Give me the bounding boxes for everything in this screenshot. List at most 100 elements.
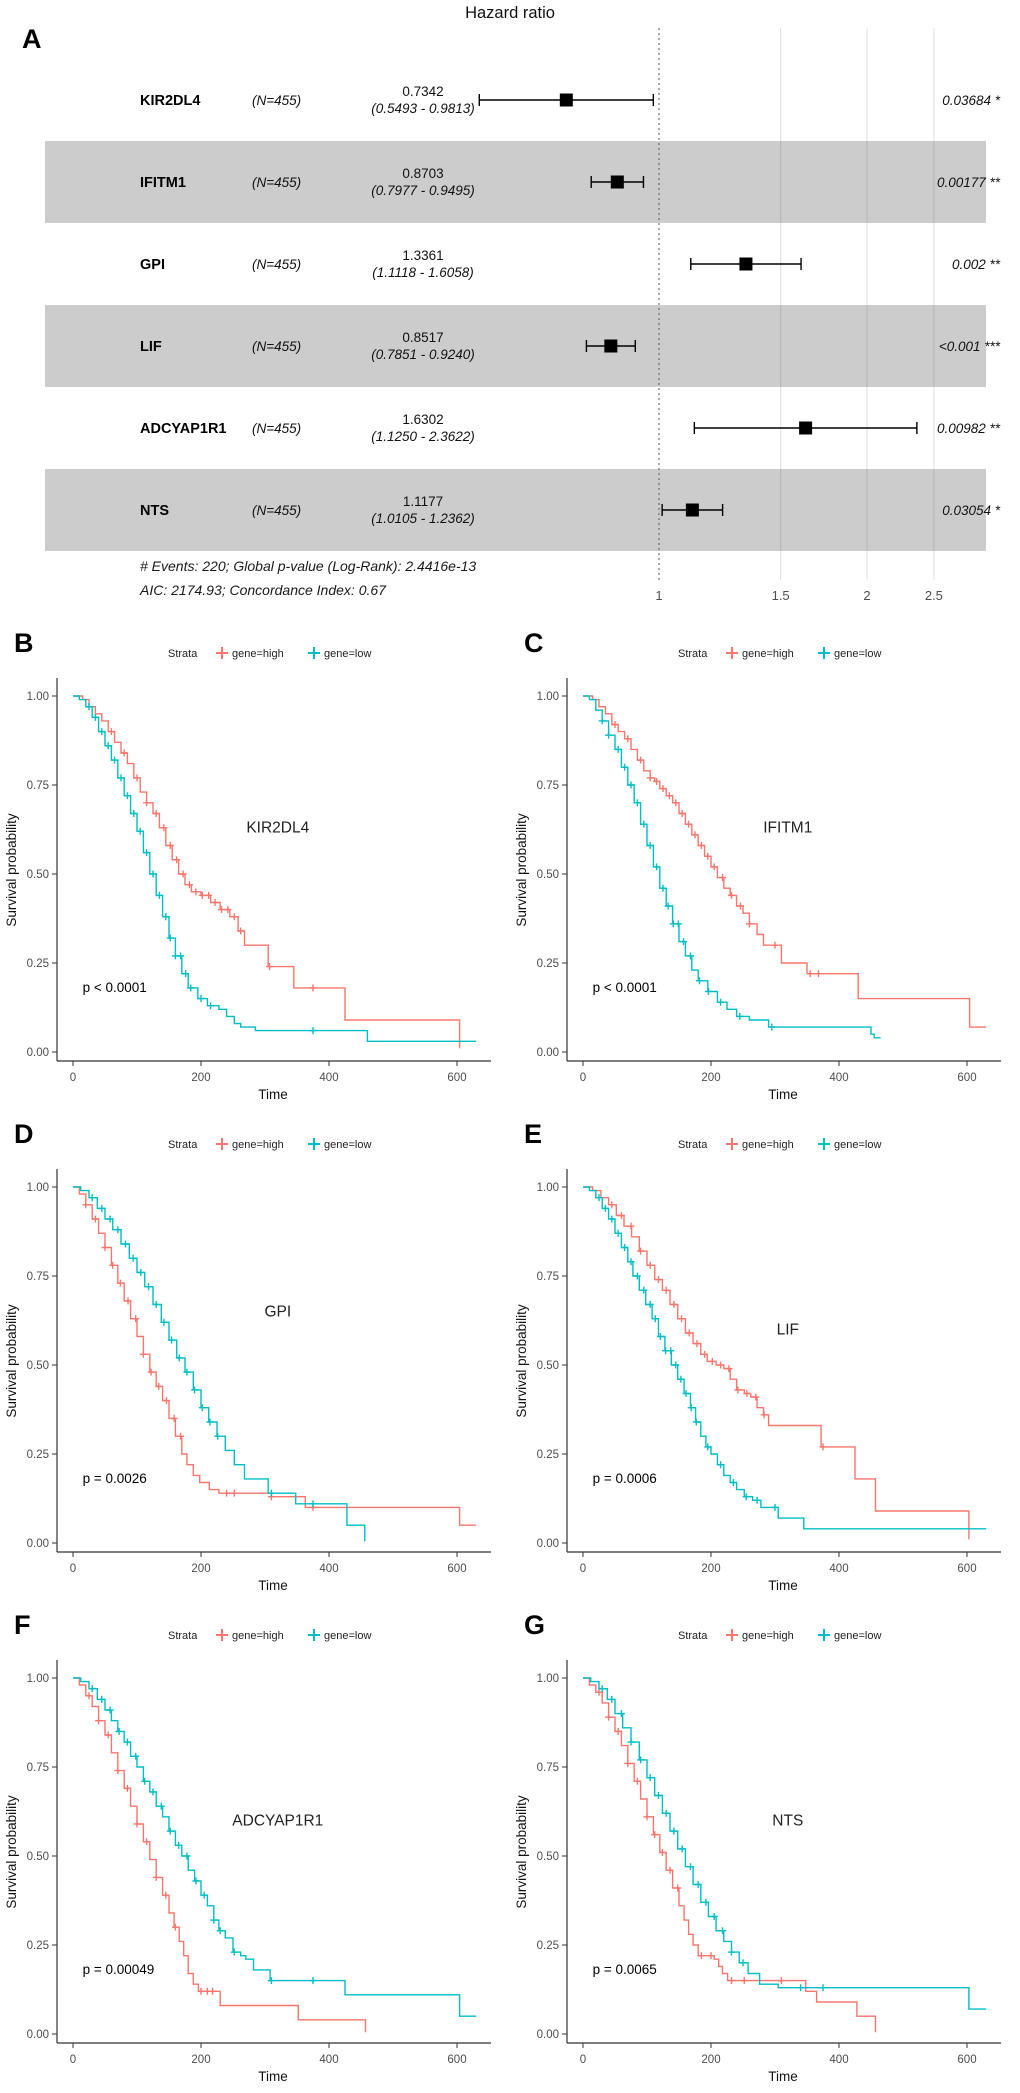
forest-row-band [45, 141, 986, 223]
gene-label: KIR2DL4 [140, 93, 200, 109]
km-curve-gene=low [73, 1186, 366, 1542]
y-axis-title: Survival probability [514, 813, 529, 927]
km-axes: 1.00 0.75 0.50 0.25 0.00 0 200 400 600 Time Surviv… [514, 678, 1001, 1102]
x-tick-label: 200 [701, 1072, 720, 1084]
y-tick-label: 0.00 [27, 1047, 49, 1059]
km-censor-marks-gene=low [88, 1194, 317, 1508]
km-censor-marks-gene=high [107, 728, 317, 992]
km-axes: 1.00 0.75 0.50 0.25 0.00 0 200 400 600 Time Surviv… [514, 1169, 1001, 1593]
x-tick-label: 600 [957, 1072, 976, 1084]
x-tick-label: 400 [829, 2054, 848, 2066]
x-tick-label: 200 [191, 1072, 210, 1084]
y-tick-label: 0.25 [27, 958, 49, 970]
y-tick-label: 0.25 [27, 1449, 49, 1461]
km-curve-gene=high [73, 695, 461, 1049]
y-tick-label: 0.50 [27, 1360, 49, 1372]
x-tick-label: 0 [580, 1563, 586, 1575]
forest-row-band [45, 305, 986, 387]
hr-value: 1.3361 [402, 248, 443, 263]
legend-title: Strata [678, 1139, 708, 1151]
legend-entry-label: gene=low [834, 648, 881, 660]
km-gene-title: GPI [264, 1304, 291, 1321]
x-tick-label: 400 [319, 1563, 338, 1575]
n-label: (N=455) [252, 93, 301, 108]
y-tick-label: 1.00 [27, 691, 49, 703]
legend-entry-label: gene=high [742, 1139, 794, 1151]
forest-plot-svg: 1 1.5 2 2.5 KIR2DL4 (N=455) 0.7342 (0.5493 - 0.… [45, 28, 1001, 603]
legend-entry-label: gene=high [232, 648, 284, 660]
forest-row-band [45, 469, 986, 551]
legend-entry-label: gene=high [232, 1139, 284, 1151]
hr-point-marker [604, 339, 618, 353]
ci-value: (1.1250 - 2.3622) [371, 429, 475, 444]
hr-value: 1.1177 [403, 494, 443, 509]
x-tick-label: 200 [701, 2054, 720, 2066]
y-tick-label: 0.75 [27, 780, 49, 792]
forest-axis-tick-label: 1 [655, 588, 662, 603]
km-gene-title: LIF [777, 1321, 799, 1338]
km-censor-marks-gene=low [85, 703, 317, 1035]
km-axes: 1.00 0.75 0.50 0.25 0.00 0 200 400 600 Time Surviv… [4, 1169, 491, 1593]
km-censor-marks-gene=high [595, 1688, 785, 1985]
km-p-value: p < 0.0001 [593, 980, 657, 995]
x-axis-title: Time [258, 1578, 288, 1593]
x-tick-label: 600 [447, 1072, 466, 1084]
x-tick-label: 0 [580, 1072, 586, 1084]
p-value-label: 0.03054 * [942, 503, 1001, 518]
p-value-label: <0.001 *** [939, 339, 1001, 354]
gene-label: LIF [140, 339, 162, 355]
x-tick-label: 200 [701, 1563, 720, 1575]
y-tick-label: 1.00 [27, 1673, 49, 1685]
y-axis-title: Survival probability [4, 1795, 19, 1909]
legend-title: Strata [168, 1630, 198, 1642]
y-tick-label: 0.50 [27, 1851, 49, 1863]
y-tick-label: 0.50 [537, 869, 559, 881]
p-value-label: 0.002 ** [952, 257, 1001, 272]
km-curve-gene=low [583, 1677, 987, 2010]
x-tick-label: 400 [829, 1563, 848, 1575]
legend-entry-label: gene=low [324, 648, 371, 660]
n-label: (N=455) [252, 503, 301, 518]
km-axes: 1.00 0.75 0.50 0.25 0.00 0 200 400 600 Time Surviv… [514, 1660, 1001, 2084]
x-axis-title: Time [768, 1087, 798, 1102]
x-tick-label: 600 [447, 2054, 466, 2066]
n-label: (N=455) [252, 421, 301, 436]
panel-label-A: A [22, 24, 42, 54]
km-panel-KIR2DL4: Strata gene=high gene=low 1.00 0.75 0.50 0.25 0… [0, 620, 510, 1111]
x-tick-label: 0 [70, 2054, 76, 2066]
x-tick-label: 400 [829, 1072, 848, 1084]
n-label: (N=455) [252, 175, 301, 190]
x-axis-title: Time [258, 1087, 288, 1102]
km-curve-gene=high [583, 1186, 970, 1540]
hr-point-marker [739, 257, 753, 271]
km-panel-ADCYAP1R1: Strata gene=high gene=low 1.00 0.75 0.50 0.25 0… [0, 1602, 510, 2093]
y-tick-label: 0.25 [537, 958, 559, 970]
x-axis-title: Time [768, 1578, 798, 1593]
km-svg-GPI: Strata gene=high gene=low 1.00 0.75 0.50 0.25 0… [4, 1138, 491, 1593]
ci-value: (1.0105 - 1.2362) [371, 511, 475, 526]
y-tick-label: 0.50 [27, 869, 49, 881]
y-tick-label: 0.50 [537, 1851, 559, 1863]
km-panel-GPI: Strata gene=high gene=low 1.00 0.75 0.50 0.25 0… [0, 1111, 510, 1602]
legend-title: Strata [168, 1139, 198, 1151]
km-axes: 1.00 0.75 0.50 0.25 0.00 0 200 400 600 Time Surviv… [4, 678, 491, 1102]
p-value-label: 0.00177 ** [937, 175, 1001, 190]
panel-label-G: G [524, 1610, 546, 1640]
y-tick-label: 0.00 [537, 2029, 559, 2041]
legend-entry-label: gene=low [324, 1630, 371, 1642]
km-axes: 1.00 0.75 0.50 0.25 0.00 0 200 400 600 Time Surviv… [4, 1660, 491, 2084]
km-legend: Strata gene=high gene=low [678, 647, 881, 660]
km-legend: Strata gene=high gene=low [168, 1629, 371, 1642]
panel-label-B: B [14, 628, 34, 658]
hr-value: 1.6302 [402, 412, 443, 427]
y-axis-title: Survival probability [4, 1304, 19, 1418]
y-tick-label: 0.00 [27, 1538, 49, 1550]
km-gene-title: ADCYAP1R1 [232, 1812, 323, 1829]
legend-title: Strata [168, 648, 198, 660]
y-tick-label: 0.75 [537, 1271, 559, 1283]
forest-axis-tick-label: 1.5 [772, 588, 790, 603]
km-panel-IFITM1: Strata gene=high gene=low 1.00 0.75 0.50 0.25 0… [510, 620, 1020, 1111]
km-censor-marks-gene=high [82, 1201, 317, 1511]
y-tick-label: 1.00 [537, 1182, 559, 1194]
